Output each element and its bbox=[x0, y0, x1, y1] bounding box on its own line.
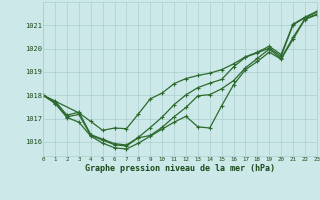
X-axis label: Graphe pression niveau de la mer (hPa): Graphe pression niveau de la mer (hPa) bbox=[85, 164, 275, 173]
